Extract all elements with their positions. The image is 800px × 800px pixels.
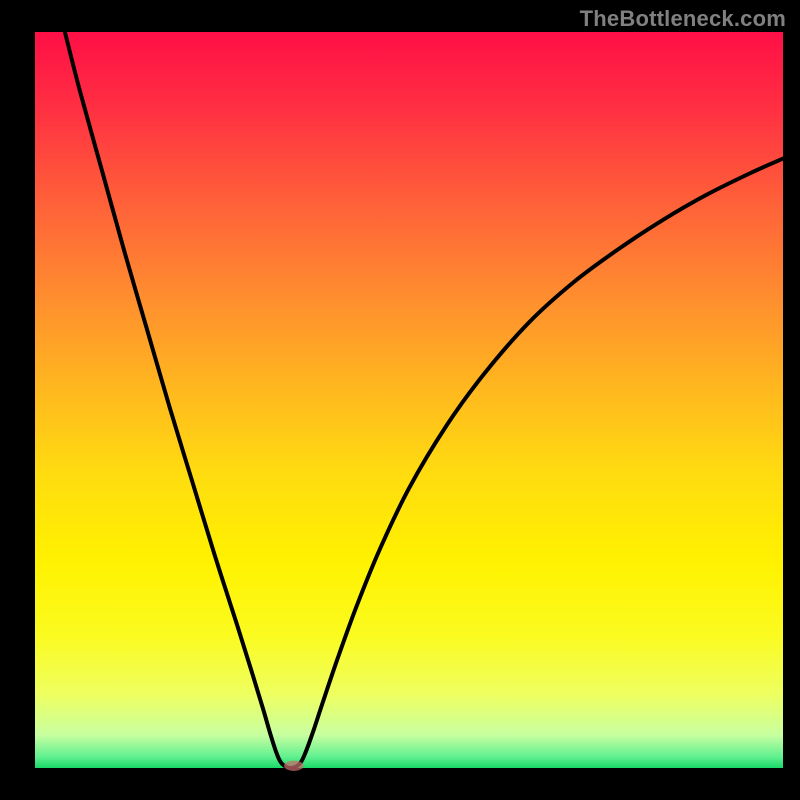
plot-background: [35, 32, 783, 768]
chart-container: { "watermark": "TheBottleneck.com", "cha…: [0, 0, 800, 800]
chart-svg: [0, 0, 800, 800]
watermark-text: TheBottleneck.com: [580, 6, 786, 32]
min-marker: [284, 761, 303, 771]
